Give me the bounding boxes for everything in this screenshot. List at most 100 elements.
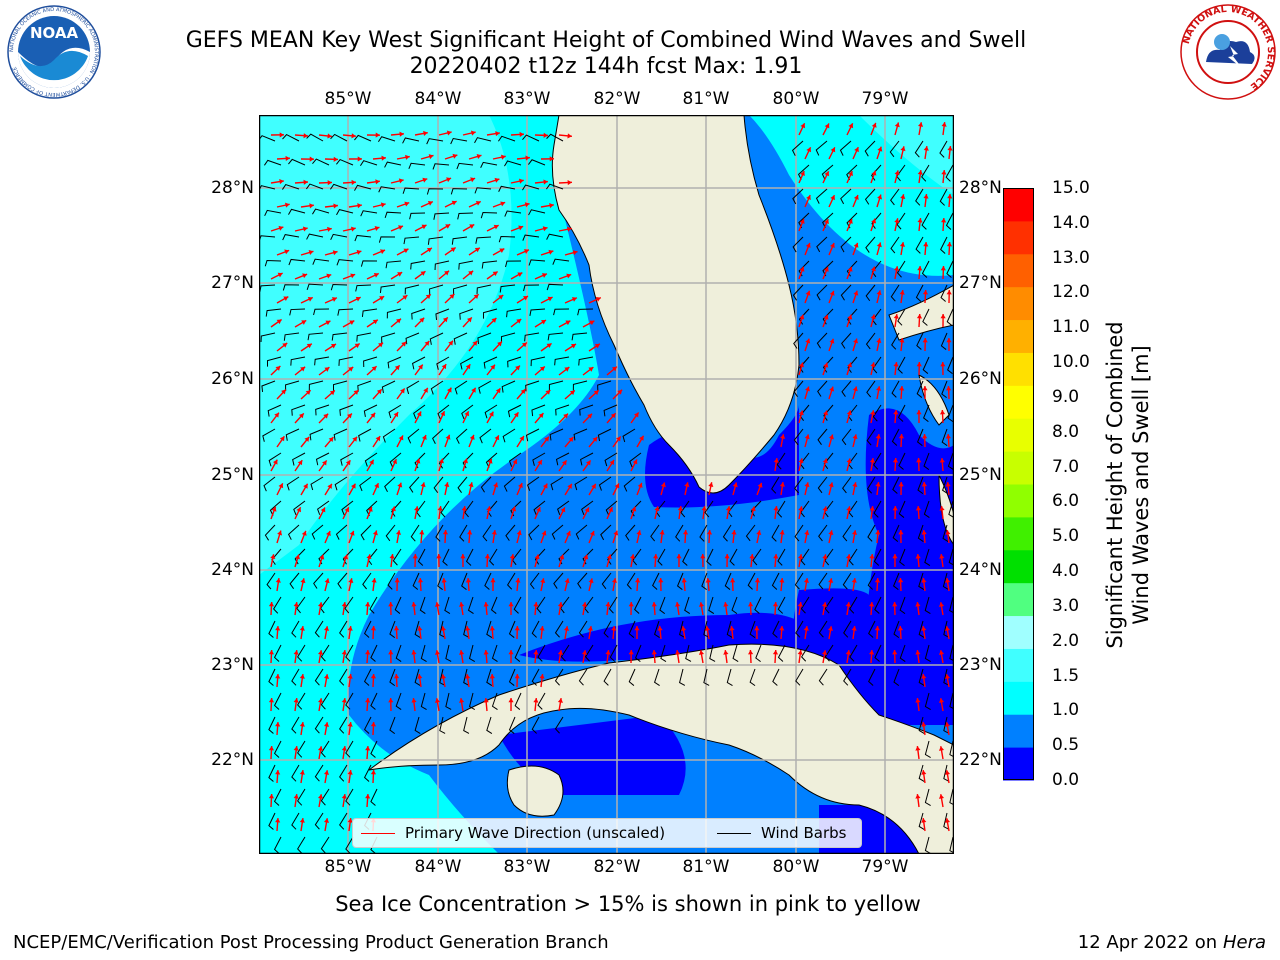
wave-arrow-head	[332, 250, 338, 256]
wave-arrow-head	[278, 225, 284, 231]
wind-barb	[607, 548, 618, 565]
wave-arrow-head	[520, 389, 526, 395]
wave-arrow-head	[822, 554, 828, 559]
wind-barb	[601, 572, 612, 590]
wave-arrow-head	[681, 626, 687, 631]
legend-swatch-red-line	[361, 832, 395, 834]
wave-arrow-head	[469, 434, 475, 440]
wind-barb	[679, 620, 686, 638]
wave-arrow-head	[317, 602, 324, 607]
wind-barb	[429, 332, 444, 345]
wave-arrow-head	[444, 482, 450, 487]
lat-label-left: 22°N	[211, 750, 254, 770]
wave-arrow-head	[423, 387, 428, 393]
wave-arrow-head	[797, 602, 803, 607]
wave-arrow-head	[915, 650, 921, 655]
wind-barb	[899, 548, 906, 566]
wind-barb	[946, 260, 954, 278]
wind-barb	[801, 644, 810, 662]
wave-arrow-head	[446, 387, 452, 393]
wind-barb	[273, 692, 282, 710]
wind-barb	[578, 668, 588, 686]
wind-barb	[923, 500, 930, 519]
wave-arrow-head	[894, 266, 900, 271]
wind-barb	[653, 620, 660, 639]
wave-arrow-head	[511, 506, 517, 512]
wave-arrow-head	[353, 390, 359, 395]
wave-arrow-head	[309, 203, 314, 209]
wind-barb	[916, 380, 924, 398]
wind-barb	[818, 524, 828, 542]
wave-arrow-head	[561, 460, 567, 466]
wind-barb	[467, 596, 474, 615]
wind-barb	[795, 620, 804, 638]
wind-barb	[945, 212, 954, 230]
wave-arrow-head	[899, 338, 905, 343]
lon-label-bottom: 79°W	[861, 857, 909, 877]
wave-arrow-head	[401, 341, 407, 347]
wind-barb	[305, 183, 324, 190]
wind-barb	[513, 596, 522, 614]
wave-arrow-head	[329, 390, 335, 396]
wave-arrow-head	[459, 602, 465, 607]
wind-barb	[947, 452, 954, 471]
wind-barb	[514, 692, 522, 710]
wind-barb	[554, 668, 564, 686]
wave-arrow-head	[611, 626, 617, 631]
wave-arrow-head	[569, 390, 575, 396]
wave-arrow-head	[347, 770, 353, 775]
wind-barb	[799, 356, 810, 373]
wave-arrow-head	[916, 410, 922, 415]
wave-arrow-head	[894, 218, 900, 224]
wind-barb	[842, 476, 852, 494]
wave-arrow-head	[830, 147, 836, 153]
wave-arrow-head	[681, 578, 687, 583]
wind-barb	[546, 233, 564, 240]
wave-arrow-head	[754, 578, 761, 583]
isla-juventud-land	[506, 765, 564, 817]
wave-arrow-head	[869, 554, 875, 559]
wave-arrow-head	[417, 578, 424, 583]
colorbar-segment	[1003, 681, 1034, 715]
wave-arrow-head	[301, 320, 307, 325]
wind-barb	[889, 140, 900, 158]
wind-barb	[320, 644, 330, 662]
wave-arrow-head	[915, 554, 921, 559]
wind-barb	[412, 572, 420, 590]
wave-arrow-head	[333, 156, 338, 162]
wind-barb	[332, 380, 348, 391]
wave-arrow-head	[305, 390, 311, 396]
wind-barb	[625, 524, 636, 541]
wind-barb	[314, 764, 324, 782]
wave-arrow-head	[514, 674, 520, 679]
wind-barb	[865, 284, 876, 302]
noaa-logo-text: NOAA	[30, 24, 79, 42]
wave-arrow-head	[347, 413, 352, 419]
wave-arrow-head	[440, 674, 447, 679]
wind-barb	[345, 788, 354, 806]
wave-arrow-head	[539, 366, 545, 372]
wave-arrow-head	[708, 482, 714, 488]
wave-arrow-head	[436, 554, 442, 559]
wind-barb	[463, 716, 470, 734]
wave-arrow-head	[853, 338, 859, 344]
wind-barb	[389, 620, 396, 638]
wind-barb	[864, 140, 876, 157]
wind-barb	[330, 133, 348, 142]
wave-arrow-head	[651, 602, 657, 607]
wave-arrow-head	[547, 296, 553, 302]
wind-barb	[867, 524, 876, 542]
wind-barb	[924, 596, 931, 614]
wave-arrow-head	[852, 482, 858, 488]
wind-barb	[285, 428, 300, 441]
wave-arrow-head	[804, 530, 810, 535]
wind-barb	[435, 308, 450, 321]
wave-arrow-head	[416, 411, 422, 417]
wave-arrow-head	[317, 794, 324, 799]
wave-arrow-head	[608, 507, 613, 513]
wind-barb	[356, 332, 372, 342]
wave-arrow-head	[940, 314, 946, 319]
wind-barb	[482, 308, 498, 319]
wave-arrow-head	[605, 602, 611, 607]
wave-arrow-head	[323, 674, 330, 679]
